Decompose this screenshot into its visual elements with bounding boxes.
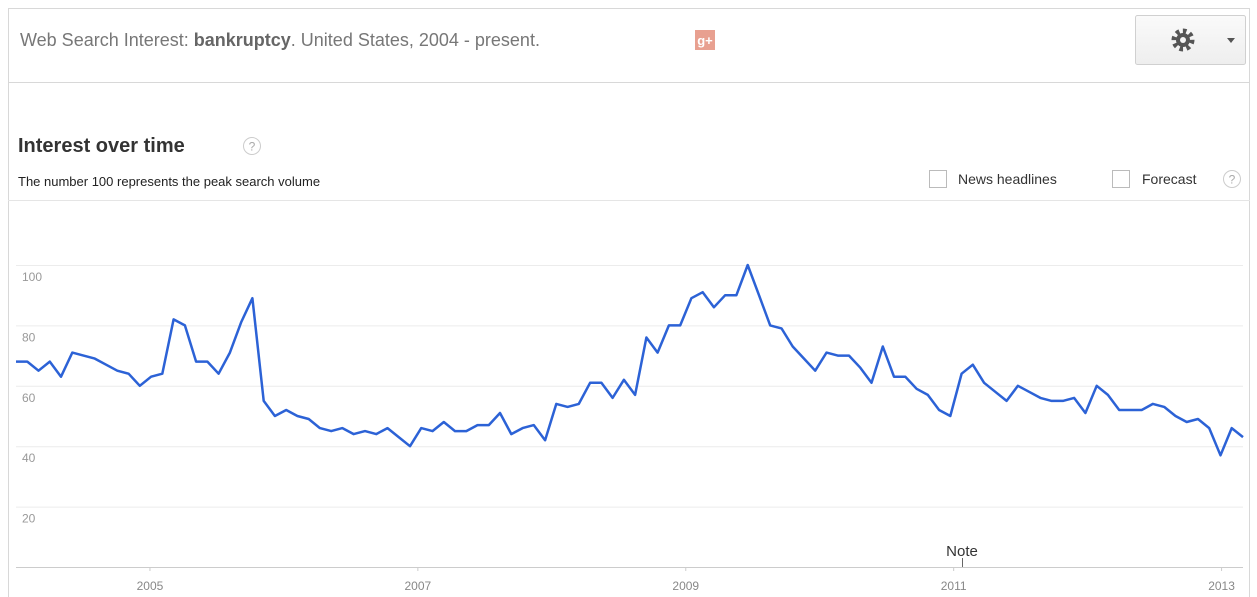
header-text: Web Search Interest: bankruptcy. United … bbox=[20, 30, 540, 50]
header-box bbox=[8, 8, 1250, 83]
dropdown-arrow[interactable] bbox=[1227, 38, 1235, 43]
x-tick-label: 2007 bbox=[405, 579, 432, 593]
annotation: Note bbox=[946, 543, 978, 560]
help-mark[interactable]: ? bbox=[249, 140, 256, 154]
y-tick-label: 20 bbox=[22, 512, 36, 526]
forecast-checkbox[interactable] bbox=[1112, 170, 1130, 188]
y-tick-label: 80 bbox=[22, 330, 36, 344]
header-suffix: . United States, 2004 - present. bbox=[291, 30, 540, 50]
x-tick-label: 2013 bbox=[1208, 579, 1235, 593]
forecast-label[interactable]: Forecast bbox=[1142, 171, 1197, 187]
help-icon[interactable] bbox=[1223, 170, 1241, 188]
search-term: bankruptcy bbox=[194, 30, 291, 50]
share-button[interactable] bbox=[695, 30, 715, 50]
header-prefix: Web Search Interest: bbox=[20, 30, 194, 50]
section-subtitle: The number 100 represents the peak searc… bbox=[18, 174, 320, 189]
y-tick-label: 60 bbox=[22, 391, 36, 405]
share-icon[interactable]: g+ bbox=[697, 33, 713, 48]
help-icon[interactable] bbox=[243, 137, 261, 155]
news-label[interactable]: News headlines bbox=[958, 171, 1057, 187]
y-tick-label: 100 bbox=[22, 270, 42, 284]
help-mark[interactable]: ? bbox=[1229, 173, 1236, 187]
x-tick-label: 2005 bbox=[137, 579, 164, 593]
y-tick-label: 40 bbox=[22, 451, 36, 465]
section-title: Interest over time bbox=[18, 135, 185, 157]
x-tick-label: 2009 bbox=[672, 579, 699, 593]
gear-icon[interactable] bbox=[1171, 28, 1195, 52]
plot: 20 40 60 80 100 2005 2007 2009 2011 2013 bbox=[16, 263, 1244, 593]
x-tick-label: 2011 bbox=[941, 579, 967, 593]
trend-line bbox=[16, 263, 1244, 457]
news-checkbox[interactable] bbox=[929, 170, 947, 188]
